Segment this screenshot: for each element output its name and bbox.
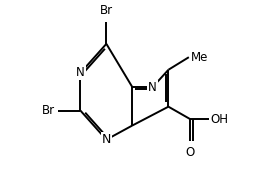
Text: Br: Br <box>100 4 113 17</box>
Text: OH: OH <box>211 113 229 126</box>
Text: Me: Me <box>190 51 208 64</box>
Text: Br: Br <box>42 104 55 117</box>
Text: N: N <box>148 81 157 93</box>
Text: N: N <box>76 66 85 79</box>
Text: O: O <box>186 146 195 159</box>
Text: N: N <box>102 133 111 146</box>
